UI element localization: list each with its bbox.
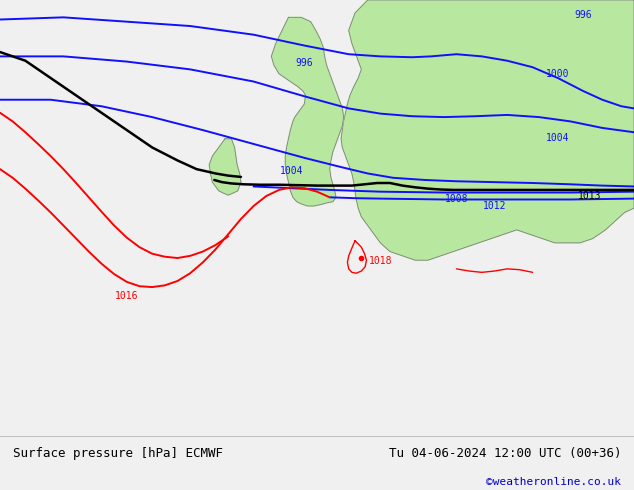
Polygon shape — [271, 17, 344, 206]
Text: 1016: 1016 — [115, 291, 139, 301]
Text: 996: 996 — [295, 58, 313, 68]
Text: 1004: 1004 — [280, 166, 304, 176]
Text: 996: 996 — [574, 9, 592, 20]
Text: Tu 04-06-2024 12:00 UTC (00+36): Tu 04-06-2024 12:00 UTC (00+36) — [389, 447, 621, 460]
Polygon shape — [209, 139, 241, 195]
Text: 1000: 1000 — [546, 69, 570, 79]
Text: 1018: 1018 — [368, 256, 392, 266]
Text: Surface pressure [hPa] ECMWF: Surface pressure [hPa] ECMWF — [13, 447, 223, 460]
Text: 1012: 1012 — [482, 200, 507, 211]
Text: 1008: 1008 — [444, 195, 469, 204]
Text: ©weatheronline.co.uk: ©weatheronline.co.uk — [486, 477, 621, 487]
Polygon shape — [341, 0, 634, 260]
Text: 1004: 1004 — [546, 133, 570, 143]
Text: 1013: 1013 — [578, 191, 602, 201]
